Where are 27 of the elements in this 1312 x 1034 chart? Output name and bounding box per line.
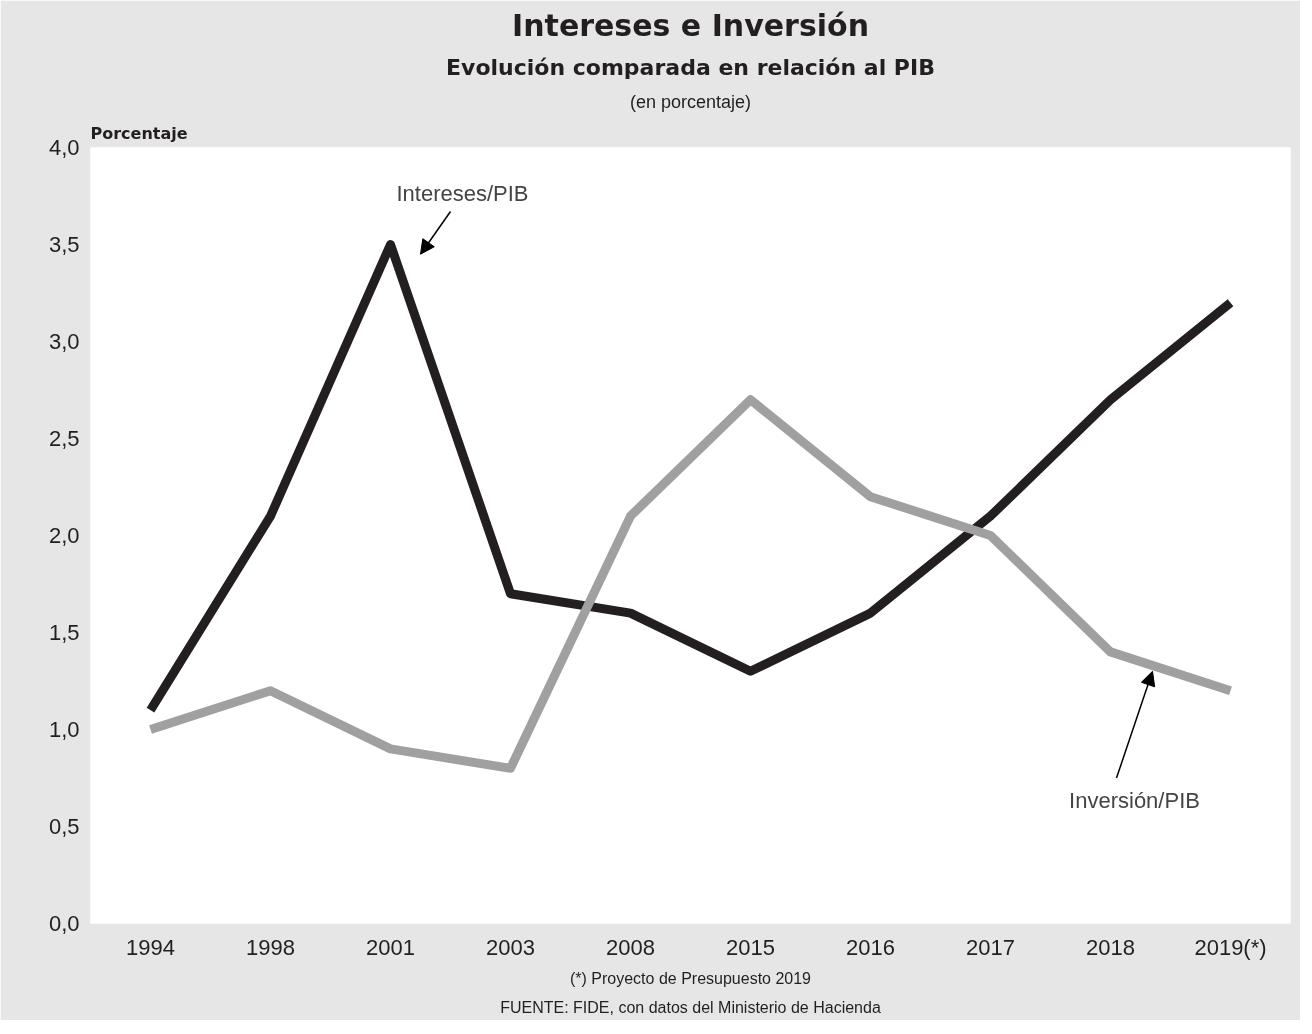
x-tick-label: 2016	[846, 934, 895, 960]
source-note: FUENTE: FIDE, con datos del Ministerio de Hacienda	[500, 998, 881, 1016]
x-tick-label: 2018	[1086, 934, 1135, 960]
y-tick-label: 4,0	[48, 135, 80, 160]
x-tick-label: 2003	[486, 934, 535, 960]
chart-title: Intereses e Inversión	[512, 7, 869, 43]
x-tick-label: 2008	[606, 934, 655, 960]
x-tick-label: 2001	[366, 934, 415, 960]
y-tick-label: 3,0	[48, 329, 80, 354]
x-tick-label: 1994	[126, 934, 175, 960]
series-label: Intereses/PIB	[396, 180, 529, 206]
text: (en porcentaje)	[629, 91, 752, 112]
y-tick-label: 1,0	[48, 717, 80, 742]
x-tick-label: 2017	[966, 934, 1015, 960]
y-tick-label: 2,0	[48, 523, 80, 548]
x-tick-label: 2015	[726, 934, 775, 960]
x-tick-label: 2019(*)	[1194, 934, 1267, 960]
y-axis-title: Porcentaje	[90, 123, 188, 143]
y-tick-label: 0,0	[48, 911, 80, 936]
y-tick-label: 1,5	[48, 620, 80, 645]
y-tick-label: 0,5	[48, 814, 80, 839]
x-tick-label: 1998	[246, 934, 295, 960]
text: Inversión/PIB	[1069, 787, 1200, 813]
chart-subtitle: Evolución comparada en relación al PIB	[446, 54, 935, 80]
text: (*) Proyecto de Presupuesto 2019	[569, 969, 812, 987]
y-tick-label: 3,5	[48, 232, 80, 257]
y-tick-label: 2,5	[48, 426, 80, 451]
